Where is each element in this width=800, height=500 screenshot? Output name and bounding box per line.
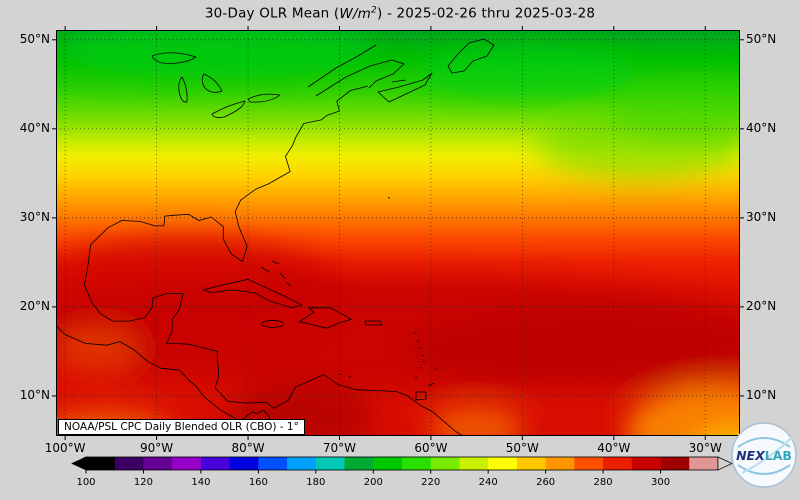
chart-title: 30-Day OLR Mean (W/m2) - 2025-02-26 thru… — [0, 5, 800, 22]
colorbar-segment — [287, 457, 317, 470]
colorbar-segment — [402, 457, 432, 470]
lon-tick-label: 70°W — [322, 441, 357, 455]
lon-tick-label: 50°W — [505, 441, 539, 455]
colorbar-right-arrow — [717, 456, 733, 471]
colorbar-segment — [143, 457, 173, 470]
coastline-nova-scotia — [377, 72, 433, 103]
coastline-pacific — [56, 325, 276, 436]
great-lakes — [151, 52, 281, 118]
colorbar-segment — [344, 457, 374, 470]
colorbar-segment — [574, 457, 604, 470]
coastline-east-gulf — [83, 85, 464, 436]
logo-swoosh — [741, 436, 793, 474]
islands-bahamas — [260, 260, 292, 287]
colorbar-segment — [545, 457, 575, 470]
colorbar-segment — [689, 457, 719, 470]
colorbar-left-arrow — [71, 456, 87, 471]
colorbar-tick-label: 240 — [479, 477, 498, 488]
lon-tick-label: 80°W — [231, 441, 265, 455]
lat-tick-label-left: 20°N — [19, 298, 50, 313]
lat-tick-label-left: 50°N — [19, 31, 50, 46]
lat-tick-label-right: 10°N — [746, 387, 777, 402]
colorbar-tick-label: 100 — [76, 477, 95, 488]
lat-tick-label-left: 30°N — [19, 209, 50, 224]
grid-layer — [52, 26, 744, 440]
colorbar-tick-label: 140 — [191, 477, 210, 488]
lat-tick-label-right: 30°N — [746, 209, 777, 224]
lat-tick-label-right: 40°N — [746, 120, 777, 135]
lon-tick-label: 30°W — [688, 441, 722, 455]
logo-text: NEXLAB — [736, 448, 792, 463]
lon-tick-label: 90°W — [140, 441, 174, 455]
olr-field — [56, 30, 740, 436]
coastline-st-lawrence — [307, 44, 405, 97]
coastlines — [56, 38, 495, 436]
colorbar-segment — [631, 457, 662, 470]
colorbar-segment — [258, 457, 288, 470]
colorbar-segment — [229, 457, 259, 470]
plot-frame — [56, 30, 740, 436]
lon-tick-label: 100°W — [44, 441, 86, 455]
olr-map — [52, 26, 744, 440]
colorbar-tick-label: 200 — [364, 477, 383, 488]
nexlab-logo: NEXLAB — [730, 421, 798, 493]
colorbar-segment — [315, 457, 346, 470]
colorbar-tick-label: 160 — [249, 477, 268, 488]
title-text: 30-Day OLR Mean ( — [204, 5, 340, 22]
colorbar-tick-label: 300 — [651, 477, 670, 488]
colorbar-segment — [200, 457, 231, 470]
island-hispaniola — [298, 307, 352, 329]
colorbar-segment — [86, 457, 116, 470]
island-trinidad — [415, 382, 435, 401]
colorbar-segment — [660, 457, 690, 470]
colorbar-segment — [516, 457, 547, 470]
colorbar-segment — [488, 457, 518, 470]
title-dates: ) - 2025-02-26 thru 2025-03-28 — [376, 5, 596, 22]
coastline-newfoundland — [447, 38, 495, 74]
lat-tick-label-right: 20°N — [746, 298, 777, 313]
colorbar-segment — [373, 457, 403, 470]
island-jamaica — [261, 319, 285, 328]
olr-field-anomalies — [56, 30, 740, 436]
colorbar-segment — [459, 457, 489, 470]
lat-tick-label-left: 40°N — [19, 120, 50, 135]
colorbar-segment — [430, 457, 461, 470]
lon-tick-label: 60°W — [414, 441, 448, 455]
logo-arc-bottom — [737, 464, 791, 475]
title-unit: W/m2 — [339, 5, 377, 22]
lon-tick-label: 40°W — [597, 441, 631, 455]
colorbar: 100 120 140 160 180 200 220 240 260 280 300 — [71, 456, 733, 488]
colorbar-tick-label: 280 — [594, 477, 613, 488]
colorbar-segment — [114, 457, 145, 470]
colorbar-tick-label: 260 — [536, 477, 555, 488]
colorbar-tick-label: 180 — [306, 477, 325, 488]
colorbar-segment — [603, 457, 633, 470]
lat-tick-label-left: 10°N — [19, 387, 50, 402]
nexlab-logo-graphic: NEXLAB — [731, 422, 797, 488]
island-cuba — [202, 278, 303, 309]
colorbar-tick-label: 220 — [421, 477, 440, 488]
island-puerto-rico — [364, 320, 383, 326]
lat-tick-label-right: 50°N — [746, 31, 777, 46]
colorbar-segment — [172, 457, 202, 470]
attribution-box: NOAA/PSL CPC Daily Blended OLR (CBO) - 1… — [58, 419, 305, 435]
colorbar-tick-label: 120 — [134, 477, 153, 488]
islands-lesser-antilles — [339, 197, 438, 379]
